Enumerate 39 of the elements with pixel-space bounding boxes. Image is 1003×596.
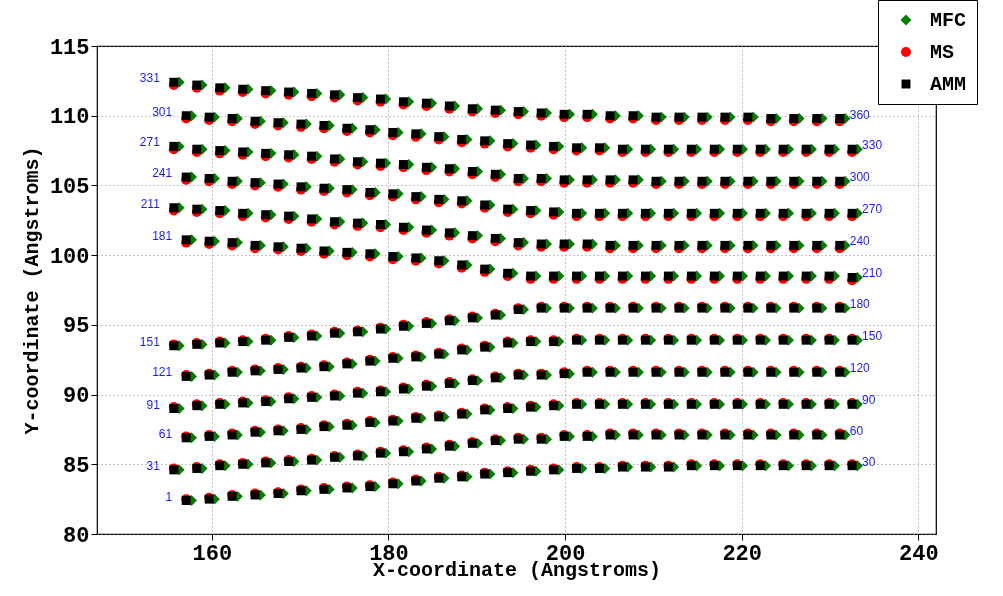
annotation: 31 xyxy=(146,458,161,473)
y-tick-label: 95 xyxy=(63,314,90,340)
annotation: 211 xyxy=(140,196,161,211)
y-tick-label: 100 xyxy=(49,244,90,270)
x-tick-label: 220 xyxy=(722,541,763,567)
annotation: 1 xyxy=(165,489,173,504)
annotation: 210 xyxy=(862,266,883,281)
annotation: 240 xyxy=(849,234,871,249)
y-tick-label: 105 xyxy=(49,174,90,200)
y-tick-label: 80 xyxy=(63,523,90,549)
x-tick-label: 160 xyxy=(192,541,233,567)
y-tick-label: 85 xyxy=(63,453,90,479)
annotation: 150 xyxy=(862,329,883,344)
y-tick-label: 90 xyxy=(63,384,90,410)
y-tick-label: 110 xyxy=(49,105,90,131)
annotation: 121 xyxy=(152,365,173,380)
y-tick-label: 115 xyxy=(49,35,90,61)
legend-label: MS xyxy=(930,41,955,64)
annotation: 300 xyxy=(849,170,871,185)
annotation: 180 xyxy=(849,297,871,312)
legend-label: MFC xyxy=(930,9,967,32)
annotation: 331 xyxy=(139,71,161,86)
annotation: 270 xyxy=(862,202,883,217)
annotation: 360 xyxy=(849,107,871,122)
annotation: 241 xyxy=(152,166,173,181)
annotation: 60 xyxy=(849,424,864,439)
annotation: 90 xyxy=(862,393,876,408)
annotation: 61 xyxy=(158,426,173,441)
annotation: 120 xyxy=(849,361,871,376)
annotation: 301 xyxy=(152,104,173,119)
x-tick-label: 240 xyxy=(899,541,939,567)
annotation: 30 xyxy=(862,454,876,469)
legend-label: AMM xyxy=(930,73,967,96)
annotation: 91 xyxy=(146,397,161,412)
y-axis-title: Y-coordinate (Angstroms) xyxy=(20,146,44,435)
annotation: 271 xyxy=(139,135,161,150)
annotation: 151 xyxy=(139,334,161,349)
annotation: 181 xyxy=(152,228,173,243)
annotation: 330 xyxy=(862,138,883,153)
